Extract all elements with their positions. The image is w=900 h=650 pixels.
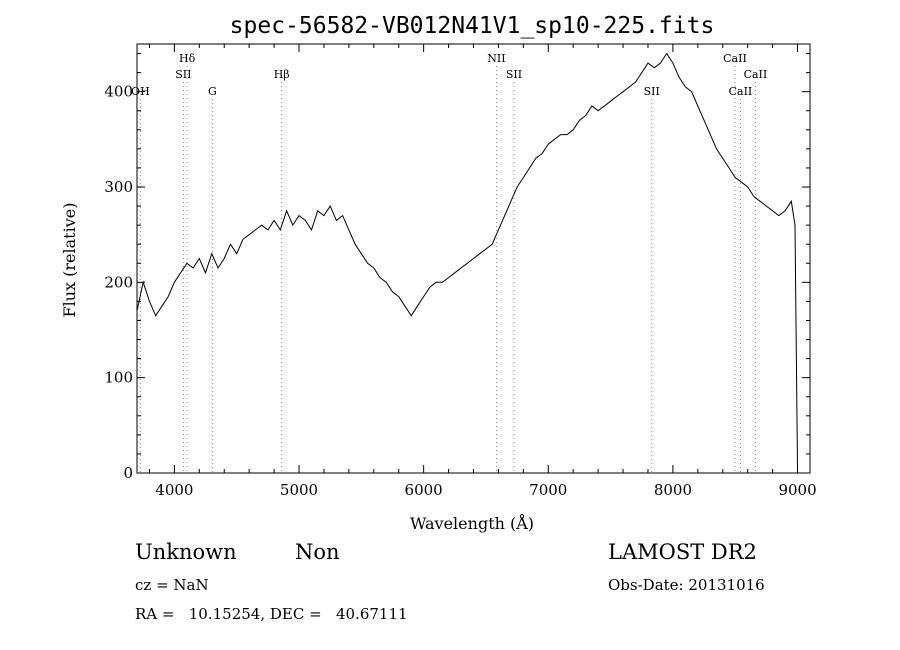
x-tick-label: 7000 bbox=[529, 481, 567, 499]
spectral-line-label: CaII bbox=[744, 68, 768, 81]
y-tick-label: 100 bbox=[104, 369, 133, 387]
spectral-line-label: Hδ bbox=[179, 52, 196, 65]
axis-ticks-layer: 4000 5000 6000 7000 8000 9000 0 100 200 300 400 bbox=[104, 44, 817, 499]
y-tick-label: 200 bbox=[104, 273, 133, 291]
spectral-line-label: CaII bbox=[723, 52, 747, 65]
chart-title: spec-56582-VB012N41V1_sp10-225.fits bbox=[230, 13, 715, 39]
y-tick-label: 0 bbox=[123, 464, 133, 482]
spectral-line-label: G bbox=[208, 85, 217, 98]
x-axis-title: Wavelength (Å) bbox=[410, 513, 534, 533]
x-tick-label: 8000 bbox=[654, 481, 692, 499]
coordinates-label: RA = 10.15254, DEC = 40.67111 bbox=[135, 605, 408, 623]
x-tick-label: 9000 bbox=[778, 481, 816, 499]
spectral-line-label: SII bbox=[644, 85, 660, 98]
y-axis-title: Flux (relative) bbox=[60, 203, 79, 318]
spectral-line-label: SII bbox=[175, 68, 191, 81]
spectral-line-label: CaII bbox=[729, 85, 753, 98]
spectral-line-label: Hβ bbox=[274, 68, 290, 81]
y-tick-label: 300 bbox=[104, 178, 133, 196]
flux-series-line bbox=[136, 52, 798, 469]
plot-frame bbox=[136, 43, 811, 474]
spectral-line-label: NII bbox=[487, 52, 505, 65]
x-tick-label: 6000 bbox=[405, 481, 443, 499]
x-tick-label: 4000 bbox=[155, 481, 193, 499]
survey-label: LAMOST DR2 bbox=[608, 540, 757, 564]
object-subclass: Non bbox=[295, 540, 340, 564]
object-class: Unknown bbox=[135, 540, 237, 564]
y-tick-label: 400 bbox=[104, 83, 133, 101]
x-tick-label: 5000 bbox=[280, 481, 318, 499]
redshift-label: cz = NaN bbox=[135, 576, 209, 594]
spectral-line-label: SII bbox=[506, 68, 522, 81]
obs-date-label: Obs-Date: 20131016 bbox=[608, 576, 765, 594]
